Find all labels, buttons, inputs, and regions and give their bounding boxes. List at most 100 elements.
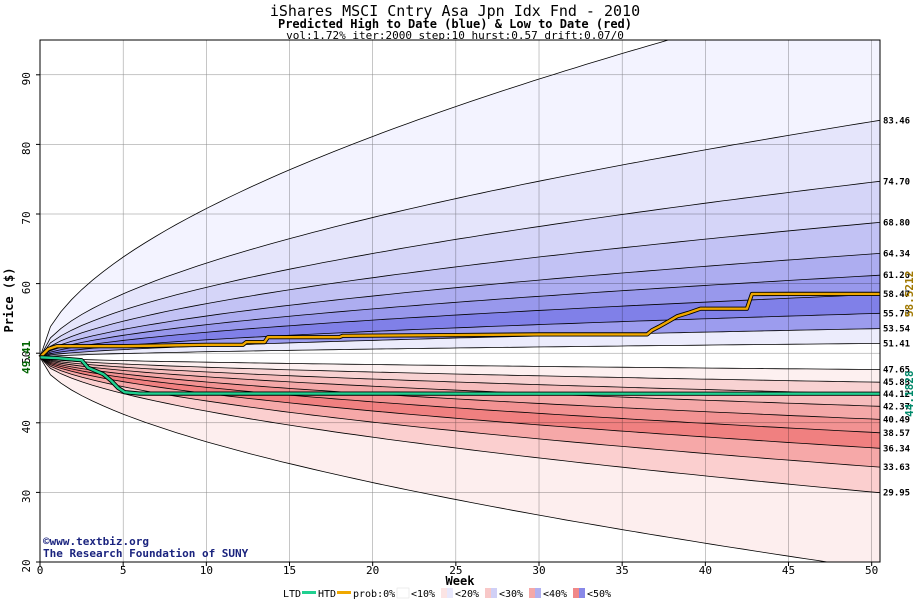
start-price-label: 49.41 — [20, 340, 33, 373]
quantile-end-label: 29.95 — [883, 489, 910, 499]
quantile-end-label: 64.34 — [883, 249, 911, 259]
x-tick-label: 25 — [449, 564, 462, 577]
quantile-end-label: 58.47 — [883, 290, 910, 300]
lower-band-8 — [40, 357, 880, 493]
legend-swatch-20b — [491, 588, 497, 598]
plot-area: 0 5 10 15 20 25 30 35 40 45 50 20 30 40 50 60 70 80 90 83.4… — [20, 39, 916, 577]
quantile-end-label: 44.12 — [883, 390, 910, 400]
legend: LTD HTD prob:0% <10% <20% <30% <40% <50% — [283, 587, 611, 600]
y-axis-label: Price ($) — [2, 267, 16, 332]
x-axis-label: Week — [446, 574, 476, 588]
lower-band-4 — [40, 357, 880, 420]
upper-band-6 — [40, 275, 880, 358]
quantile-line — [40, 356, 880, 383]
legend-30-label: <30% — [499, 589, 523, 600]
chart-subtitle: Predicted High to Date (blue) & Low to D… — [278, 17, 632, 31]
quantile-line — [40, 356, 880, 434]
plot-frame — [39, 39, 881, 563]
quantile-end-label: 33.63 — [883, 463, 910, 473]
y-tick-label: 40 — [20, 420, 33, 433]
y-tick-label: 60 — [20, 281, 33, 294]
quantile-end-label: 55.73 — [883, 309, 910, 319]
quantile-line — [40, 356, 880, 420]
quantile-end-label: 45.83 — [883, 378, 910, 388]
quantile-end-label: 38.57 — [883, 429, 910, 439]
chart-params: vol:1.72% iter:2000 step:10 hurst:0.57 d… — [286, 29, 624, 42]
quantile-line — [40, 274, 880, 358]
legend-swatch-30b — [535, 588, 541, 598]
upper-band-1 — [40, 40, 880, 358]
y-tick-label: 30 — [20, 490, 33, 503]
ltd-value-label: 44.1828 — [903, 371, 916, 417]
legend-ltd-swatch — [302, 591, 316, 594]
upper-band-2 — [40, 120, 880, 358]
lower-band-6 — [40, 357, 880, 449]
y-tick-label: 80 — [20, 142, 33, 155]
quantile-line — [40, 356, 880, 395]
y-tick-label: 70 — [20, 211, 33, 224]
upper-band-7 — [40, 294, 880, 358]
quantile-line — [40, 40, 670, 358]
quantile-line — [40, 293, 880, 358]
quantile-end-label: 36.34 — [883, 444, 911, 454]
quantile-line — [40, 253, 880, 358]
probability-bands — [40, 40, 880, 562]
legend-htd-swatch — [337, 591, 351, 594]
legend-swatch-0 — [396, 587, 410, 599]
upper-band-3 — [40, 181, 880, 358]
quantile-end-label: 42.37 — [883, 402, 910, 412]
quantile-end-label: 83.46 — [883, 116, 910, 126]
quantile-line — [40, 356, 880, 407]
quantile-line — [40, 357, 880, 494]
quantile-end-label: 53.54 — [883, 325, 911, 335]
quantile-line — [40, 356, 880, 468]
x-tick-label: 0 — [37, 564, 44, 577]
legend-ltd-label: LTD — [283, 589, 301, 600]
lower-band-7 — [40, 357, 880, 468]
legend-10-label: <10% — [411, 589, 435, 600]
credit-organization: The Research Foundation of SUNY — [43, 547, 249, 560]
credit-copyright: ©www.textbiz.org — [43, 535, 149, 548]
y-tick-label: 50 — [20, 351, 33, 364]
quantile-line — [40, 356, 880, 370]
legend-swatch-10b — [447, 588, 453, 598]
legend-50-label: <50% — [587, 589, 611, 600]
upper-band-4 — [40, 222, 880, 358]
quantile-end-label: 47.65 — [883, 366, 910, 376]
quantile-end-label: 68.80 — [883, 218, 910, 228]
lower-band-5 — [40, 357, 880, 433]
quantile-end-label: 61.20 — [883, 271, 910, 281]
quantile-line — [40, 357, 831, 562]
quantile-lines — [40, 40, 880, 562]
y-tick-label: 90 — [20, 72, 33, 85]
quantile-line — [40, 343, 880, 358]
lower-band-9 — [40, 357, 880, 562]
quantile-line — [40, 356, 880, 449]
x-tick-label: 20 — [366, 564, 379, 577]
legend-htd-label: HTD — [318, 589, 336, 600]
x-tick-label: 30 — [532, 564, 545, 577]
y-tick-label: 20 — [20, 559, 33, 572]
quantile-line — [40, 312, 880, 358]
chart-title: iShares MSCI Cntry Asa Jpn Idx Fnd - 201… — [270, 2, 640, 20]
x-tick-label: 35 — [616, 564, 629, 577]
htd-value-label: 58.5212 — [903, 271, 916, 317]
legend-prob-label: prob:0% — [353, 589, 395, 600]
legend-20-label: <20% — [455, 589, 479, 600]
upper-band-5 — [40, 253, 880, 358]
x-tick-label: 40 — [699, 564, 712, 577]
lower-band-2 — [40, 357, 880, 395]
legend-40-label: <40% — [543, 589, 567, 600]
x-tick-label: 5 — [120, 564, 127, 577]
x-tick-label: 50 — [865, 564, 878, 577]
quantile-line — [40, 180, 880, 358]
quantile-line — [40, 222, 880, 358]
htd-line — [39, 292, 880, 359]
lower-band-1 — [40, 357, 880, 383]
x-tick-label: 15 — [283, 564, 296, 577]
ltd-line — [39, 356, 880, 395]
legend-swatch-40b — [579, 588, 585, 598]
upper-band-9 — [40, 328, 880, 358]
x-tick-label: 10 — [200, 564, 213, 577]
